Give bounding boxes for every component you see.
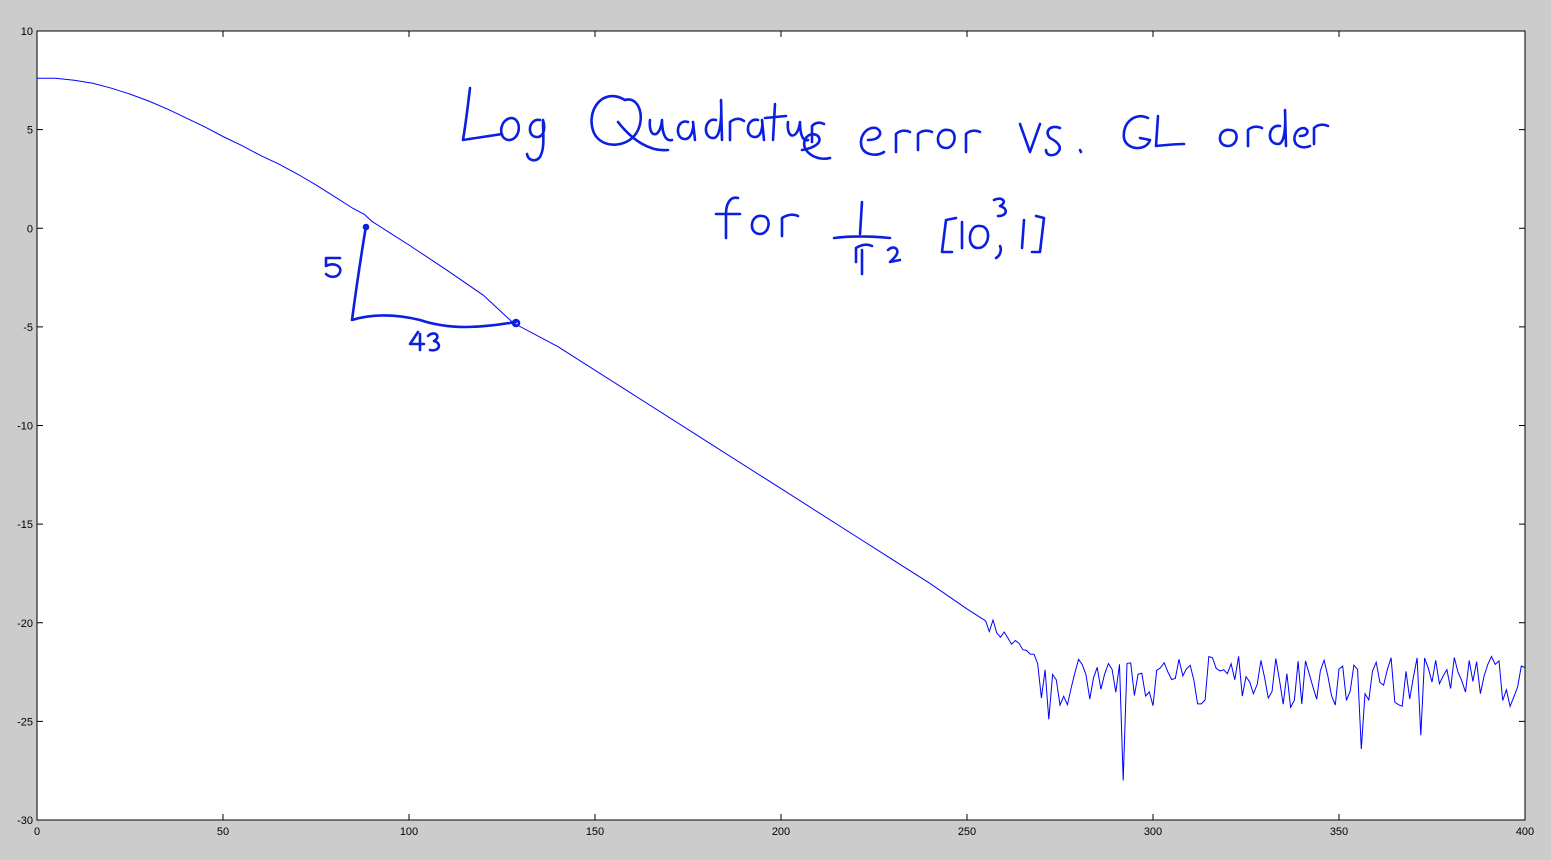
plot-area	[36, 30, 1526, 821]
slope-run-label	[408, 330, 426, 352]
x-tick-label: 300	[1144, 826, 1162, 838]
y-tick-label: -15	[17, 519, 33, 531]
x-tick-label: 0	[34, 826, 40, 838]
y-axis-ticks: 10 5 0 -5 -10 -15 -20 -25 -30	[17, 26, 1525, 827]
handwritten-title	[461, 86, 1330, 276]
y-tick-label: 0	[27, 223, 33, 235]
x-tick-label: 250	[958, 826, 976, 838]
y-tick-label: -20	[17, 618, 33, 630]
y-tick-label: 10	[21, 26, 33, 38]
slope-triangle	[324, 223, 521, 352]
x-tick-label: 350	[1330, 826, 1348, 838]
x-tick-label: 100	[400, 826, 418, 838]
y-tick-label: -5	[23, 322, 33, 334]
series-line	[37, 77, 1526, 781]
y-tick-label: -10	[17, 421, 33, 433]
x-tick-label: 200	[772, 826, 790, 838]
x-axis-ticks: 0 50 100 150 200 250 300 350 400	[34, 31, 1534, 838]
x-tick-label: 50	[217, 826, 229, 838]
y-tick-label: 5	[27, 125, 33, 137]
slope-rise-label	[324, 256, 342, 279]
y-tick-label: -30	[17, 815, 33, 827]
x-tick-label: 400	[1516, 826, 1534, 838]
x-tick-label: 150	[586, 826, 604, 838]
y-tick-label: -25	[17, 716, 33, 728]
